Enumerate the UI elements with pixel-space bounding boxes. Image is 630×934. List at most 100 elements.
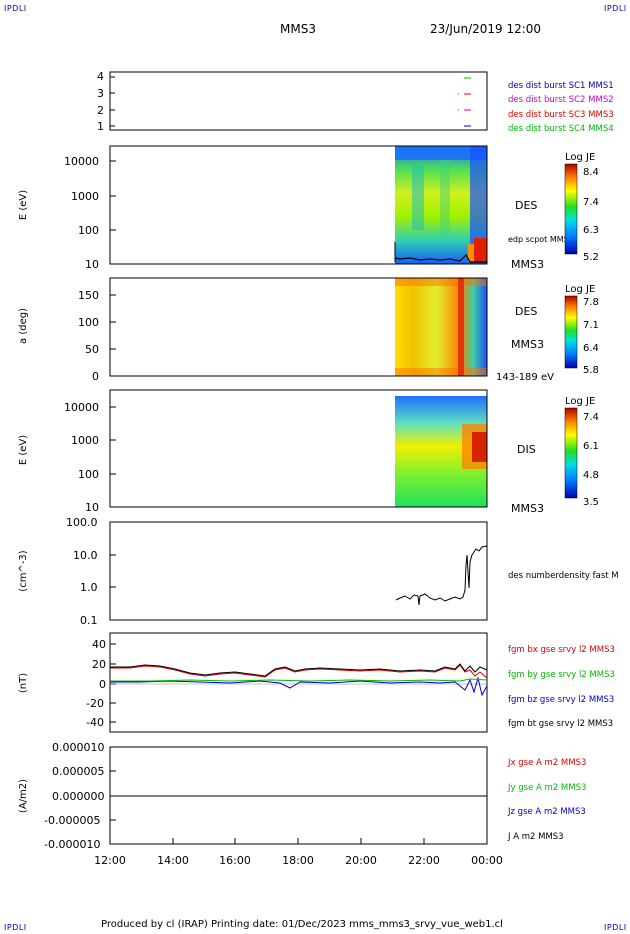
p2-ytick-100: 100 [78, 224, 99, 237]
p2-colorbar [564, 163, 578, 255]
xtick-0000: 00:00 [471, 854, 503, 867]
bz-trace [110, 676, 488, 697]
by-trace [110, 678, 488, 682]
p7-ytick-2: 0.000000 [52, 790, 105, 803]
p7-ytick-0: 0.000010 [52, 741, 105, 754]
p4-cbar-tick-3: 3.5 [583, 497, 599, 508]
p2-ytick-10000: 10000 [64, 155, 99, 168]
panel-des-energy: 10000 1000 100 10 E (eV) DES edp scpot M… [18, 145, 599, 271]
p6-ytick-40: 40 [92, 638, 106, 651]
p3-sc-label: MMS3 [511, 338, 544, 351]
corner-label-bottom-right: IPDLI [604, 923, 627, 932]
p7-ytick-3: -0.000005 [44, 814, 100, 827]
p1-ytick-3: 3 [97, 87, 104, 100]
p1-legend-mms1: des dist burst SC1 MMS1 [508, 81, 614, 91]
p4-sc-label: MMS3 [511, 502, 544, 515]
p2-overlay-label: edp scpot MMS3 [508, 235, 574, 244]
p7-legend-jx: Jx gse A m2 MMS3 [507, 758, 586, 768]
p5-ytick-0.1: 0.1 [80, 614, 98, 627]
p5-ytick-100: 100.0 [66, 516, 98, 529]
p6-legend-bx: fgm bx gse srvy l2 MMS3 [508, 645, 615, 655]
p7-legend-j: J A m2 MMS3 [507, 832, 564, 842]
p7-ylabel: (A/m2) [18, 779, 29, 813]
p1-legend-mms2: des dist burst SC2 MMS2 [508, 95, 614, 105]
p4-cbar-tick-1: 6.1 [583, 441, 599, 452]
p4-ytick-1000: 1000 [71, 434, 99, 447]
des-pitch-angle-spectrogram [395, 278, 487, 376]
p1-legend-mms4: des dist burst SC4 MMS4 [508, 124, 614, 134]
p3-cbar-tick-1: 7.1 [583, 320, 599, 331]
p3-cbar-tick-0: 7.8 [583, 297, 599, 308]
p7-legend-jz: Jz gse A m2 MMS3 [507, 807, 586, 817]
p3-energy-range: 143-189 eV [496, 372, 554, 383]
p6-ytick-0: 0 [99, 678, 106, 691]
p7-legend-jy: Jy gse A m2 MMS3 [507, 783, 586, 793]
spacecraft-title: MMS3 [280, 22, 316, 36]
p5-ylabel: (cm^-3) [18, 550, 29, 591]
p1-legend-mms3: des dist burst SC3 MMS3 [508, 110, 614, 120]
p3-ytick-50: 50 [85, 343, 99, 356]
xtick-2000: 20:00 [345, 854, 377, 867]
panel-burst-availability: 4 3 2 1 des dist burst SC1 MMS1 des dist… [97, 70, 614, 134]
corner-label-top-left: IPDLI [4, 4, 27, 13]
p6-legend-bt: fgm bt gse srvy l2 MMS3 [508, 719, 613, 729]
p1-ytick-2: 2 [97, 104, 104, 117]
p2-cbar-tick-0: 8.4 [583, 167, 599, 178]
p3-cbar-tick-2: 6.4 [583, 343, 599, 354]
xtick-2200: 22:00 [408, 854, 440, 867]
p6-ytick-20: 20 [92, 658, 106, 671]
p6-ytick-m20: -20 [86, 697, 104, 710]
corner-label-bottom-left: IPDLI [4, 923, 27, 932]
panel-current-density: 0.000010 0.000005 0.000000 -0.000005 -0.… [18, 741, 586, 851]
p6-ylabel: (nT) [18, 673, 29, 693]
p3-species: DES [515, 305, 537, 318]
bt-trace [110, 663, 488, 677]
p3-cbar-tick-3: 5.8 [583, 365, 599, 376]
date-title: 23/Jun/2019 12:00 [430, 22, 542, 36]
p3-ytick-100: 100 [78, 316, 99, 329]
p6-legend-by: fgm by gse srvy l2 MMS3 [508, 670, 615, 680]
p3-ytick-0: 0 [92, 370, 99, 383]
p2-colorbar-title: Log JE [565, 152, 595, 163]
xtick-1400: 14:00 [157, 854, 189, 867]
p2-ytick-1000: 1000 [71, 190, 99, 203]
p7-ytick-4: -0.000010 [44, 838, 100, 851]
p4-cbar-tick-2: 4.8 [583, 470, 599, 481]
p4-species: DIS [517, 443, 536, 456]
panel-density: 100.0 10.0 1.0 0.1 (cm^-3) des numberden… [18, 516, 619, 627]
p4-colorbar [564, 407, 578, 499]
p3-ytick-150: 150 [78, 289, 99, 302]
p2-cbar-tick-3: 5.2 [583, 252, 599, 263]
panel-dis-energy: 10000 1000 100 10 E (eV) DIS MMS3 Log JE… [18, 389, 599, 515]
p4-ytick-100: 100 [78, 468, 99, 481]
p2-ytick-10: 10 [85, 258, 99, 271]
panel-magnetic-field: 40 20 0 -20 -40 (nT) fgm bx gse srvy l2 … [18, 632, 615, 733]
p3-colorbar [564, 295, 578, 369]
scpot-trace [394, 254, 487, 263]
p1-ytick-4: 4 [97, 70, 104, 83]
time-axis: 12:00 14:00 16:00 18:00 20:00 22:00 00:0… [94, 838, 503, 867]
p5-ytick-10: 10.0 [73, 549, 98, 562]
p3-colorbar-title: Log JE [565, 284, 595, 295]
p7-ytick-1: 0.000005 [52, 765, 105, 778]
footer-credit: Produced by cl (IRAP) Printing date: 01/… [101, 919, 503, 930]
p1-ytick-1: 1 [97, 120, 104, 133]
p4-ytick-10000: 10000 [64, 401, 99, 414]
density-trace [395, 545, 488, 606]
p2-ylabel: E (eV) [18, 190, 29, 220]
p5-legend: des numberdensity fast M [508, 571, 619, 581]
p4-colorbar-title: Log JE [565, 396, 595, 407]
xtick-1200: 12:00 [94, 854, 126, 867]
corner-label-top-right: IPDLI [604, 4, 627, 13]
p6-ytick-m40: -40 [86, 716, 104, 729]
p4-ytick-10: 10 [85, 501, 99, 514]
p2-cbar-tick-2: 6.3 [583, 225, 599, 236]
p3-ylabel: a (deg) [18, 308, 29, 344]
p2-sc-label: MMS3 [511, 258, 544, 271]
p6-legend-bz: fgm bz gse srvy l2 MMS3 [508, 695, 614, 705]
xtick-1600: 16:00 [219, 854, 251, 867]
xtick-1800: 18:00 [282, 854, 314, 867]
panel-des-pitch-angle: 150 100 50 0 a (deg) DES MMS3 143-189 eV… [18, 277, 599, 383]
p2-species: DES [515, 199, 537, 212]
